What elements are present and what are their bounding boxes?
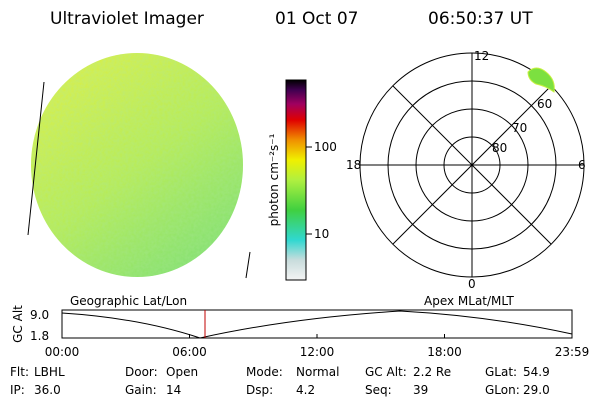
info-label: Seq: bbox=[365, 383, 392, 397]
info-label: GC Alt: bbox=[365, 365, 407, 379]
x-tick-label: 12:00 bbox=[300, 345, 335, 359]
colorbar-tick: 10 bbox=[314, 227, 329, 241]
x-tick-label: 18:00 bbox=[427, 345, 462, 359]
info-label: Dsp: bbox=[246, 383, 273, 397]
lat-label: 80 bbox=[492, 141, 507, 155]
info-value: 39 bbox=[413, 383, 428, 397]
edge-line bbox=[245, 251, 251, 279]
info-label: Mode: bbox=[246, 365, 283, 379]
colorbar bbox=[285, 79, 307, 281]
info-label: IP: bbox=[10, 383, 25, 397]
instrument: Ultraviolet Imager bbox=[50, 9, 204, 29]
colorbar-tick: 100 bbox=[314, 140, 337, 154]
colorbar-label: photon cm⁻²s⁻¹ bbox=[267, 133, 281, 226]
mlt-label: 18 bbox=[346, 158, 361, 172]
mlt-label: 6 bbox=[578, 158, 586, 172]
x-tick-label: 00:00 bbox=[45, 345, 80, 359]
panel-label: Geographic Lat/Lon bbox=[70, 294, 187, 308]
info-value: 29.0 bbox=[523, 383, 550, 397]
altitude-frame bbox=[61, 309, 573, 339]
mlt-label: 0 bbox=[468, 277, 476, 291]
info-value: LBHL bbox=[34, 365, 65, 379]
info-value: 54.9 bbox=[523, 365, 550, 379]
info-value: Open bbox=[166, 365, 198, 379]
lat-label: 60 bbox=[537, 97, 552, 111]
x-tick-label: 06:00 bbox=[172, 345, 207, 359]
info-value: 36.0 bbox=[34, 383, 61, 397]
info-value: 2.2 Re bbox=[413, 365, 451, 379]
info-label: GLon: bbox=[485, 383, 520, 397]
time: 06:50:37 UT bbox=[428, 9, 533, 29]
y-label: GC Alt bbox=[11, 305, 25, 343]
info-value: Normal bbox=[296, 365, 339, 379]
lat-label: 70 bbox=[512, 121, 527, 135]
x-tick-label: 23:59 bbox=[555, 345, 590, 359]
info-label: GLat: bbox=[485, 365, 517, 379]
panel-label: Apex MLat/MLT bbox=[424, 294, 514, 308]
y-tick: 1.8 bbox=[30, 329, 49, 343]
info-value: 14 bbox=[166, 383, 181, 397]
info-label: Door: bbox=[125, 365, 158, 379]
uv-image bbox=[31, 53, 243, 277]
date: 01 Oct 07 bbox=[275, 9, 358, 29]
aurora bbox=[527, 67, 555, 93]
info-label: Gain: bbox=[125, 383, 157, 397]
edge-line bbox=[27, 81, 45, 236]
polar-grid bbox=[359, 52, 585, 278]
info-label: Flt: bbox=[10, 365, 29, 379]
info-value: 4.2 bbox=[296, 383, 315, 397]
altitude-curve bbox=[61, 310, 573, 339]
y-tick: 9.0 bbox=[30, 308, 49, 322]
mlt-label: 12 bbox=[474, 49, 489, 63]
